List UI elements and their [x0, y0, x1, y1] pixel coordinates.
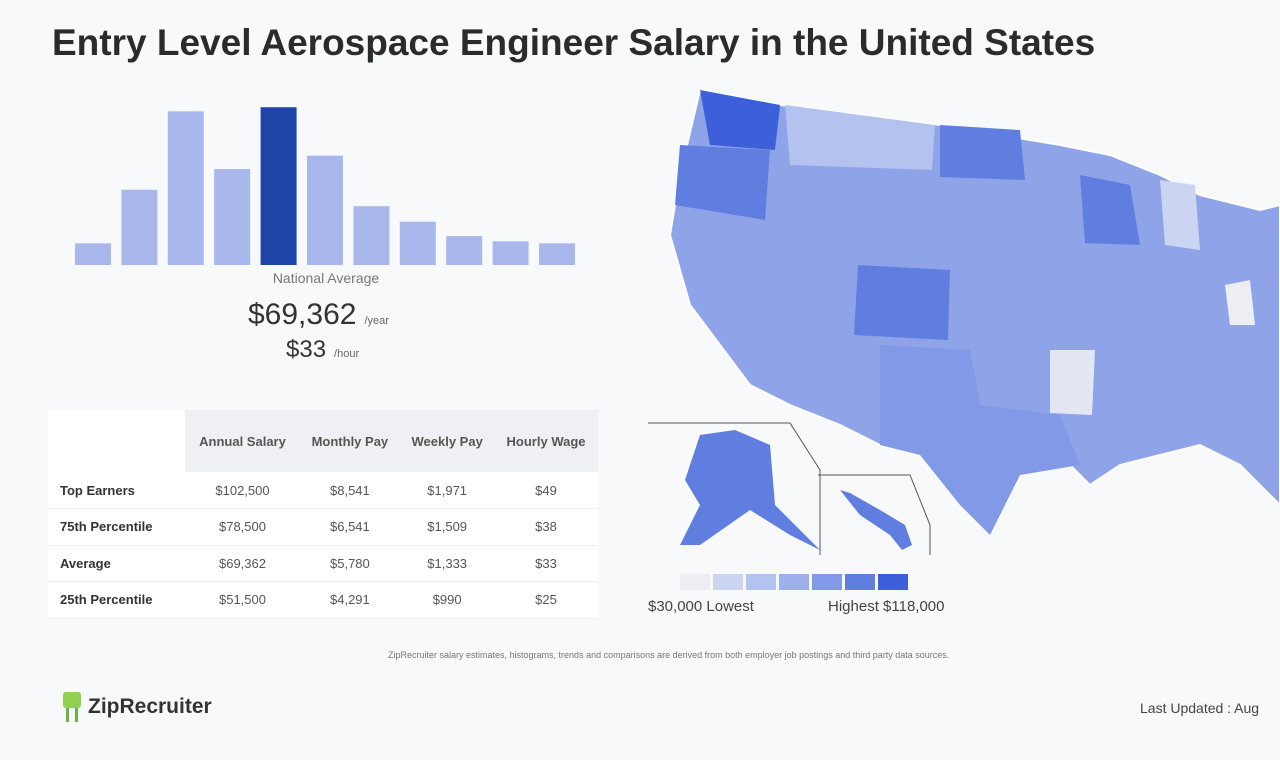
histogram-bar [307, 155, 343, 265]
histogram-bar [121, 189, 158, 265]
page-title: Entry Level Aerospace Engineer Salary in… [52, 22, 1096, 63]
table-row: 75th Percentile $78,500 $6,541 $1,509 $38 [48, 508, 598, 546]
legend-swatch [779, 574, 809, 590]
histogram-bar [492, 241, 529, 265]
header-monthly: Monthly Pay [299, 410, 401, 472]
header-hourly: Hourly Wage [494, 410, 598, 472]
table-cell: $78,500 [185, 508, 300, 546]
table-cell: $69,362 [185, 545, 300, 582]
logo-text: ZipRecruiter [88, 695, 212, 718]
state-hawaii [840, 490, 912, 550]
header-annual: Annual Salary [185, 410, 300, 472]
histogram-bar [167, 111, 204, 265]
table-cell: $38 [494, 508, 598, 546]
table-row: Top Earners $102,500 $8,541 $1,971 $49 [48, 472, 598, 509]
state-michigan [1160, 180, 1200, 250]
table-cell: $1,509 [400, 508, 495, 546]
row-label: 75th Percentile [48, 508, 186, 546]
state-west-virginia [1225, 280, 1255, 325]
state-wisconsin [1080, 175, 1140, 245]
state-colorado [854, 265, 950, 340]
state-montana [785, 105, 935, 170]
legend-swatch [845, 574, 875, 590]
chair-icon [63, 692, 81, 722]
legend-swatch [812, 574, 842, 590]
histogram-bar [539, 243, 575, 265]
legend-swatch [680, 574, 710, 590]
table-cell: $990 [400, 581, 495, 619]
ziprecruiter-logo[interactable]: ZipRecruiter [60, 690, 212, 724]
table-cell: $51,500 [185, 581, 300, 619]
histogram-bar [214, 169, 251, 265]
legend-swatch [878, 574, 908, 590]
table-cell: $5,780 [299, 545, 401, 582]
year-unit: /year [364, 315, 389, 327]
national-average-label: National Average [272, 270, 380, 286]
state-alaska [680, 430, 820, 550]
average-hourly: $33/hour [286, 336, 359, 364]
table-cell: $49 [494, 472, 598, 509]
histogram-bar [353, 206, 390, 265]
table-cell: $8,541 [299, 472, 401, 509]
row-label: Average [48, 545, 186, 582]
header-blank [48, 410, 186, 472]
hour-unit: /hour [334, 348, 360, 360]
histogram-bar [260, 107, 297, 265]
state-north-dakota [940, 125, 1025, 180]
table-cell: $25 [494, 581, 598, 619]
header-weekly: Weekly Pay [400, 410, 495, 472]
table-cell: $1,971 [400, 472, 495, 509]
histogram-bar [446, 236, 483, 265]
salary-table: Annual Salary Monthly Pay Weekly Pay Hou… [48, 410, 598, 619]
state-oregon [675, 145, 770, 220]
table-row: Average $69,362 $5,780 $1,333 $33 [48, 545, 598, 582]
row-label: 25th Percentile [48, 581, 186, 619]
legend-swatch [713, 574, 743, 590]
legend-high-label: Highest $118,000 [828, 598, 945, 615]
disclaimer: ZipRecruiter salary estimates, histogram… [388, 650, 950, 660]
histogram-bar [75, 243, 111, 265]
table-cell: $6,541 [299, 508, 401, 546]
table-row: 25th Percentile $51,500 $4,291 $990 $25 [48, 581, 598, 619]
salary-histogram [75, 107, 575, 265]
average-yearly: $69,362/year [248, 298, 389, 332]
table-cell: $4,291 [299, 581, 401, 619]
state-washington [700, 90, 780, 150]
table-cell: $1,333 [400, 545, 495, 582]
last-updated: Last Updated : Aug [1140, 700, 1260, 716]
table-cell: $102,500 [185, 472, 300, 509]
state-arkansas [1050, 350, 1095, 415]
state-texas [880, 345, 1080, 535]
legend-low-label: $30,000 Lowest [648, 598, 754, 615]
histogram-bar [399, 221, 436, 265]
legend-swatch [746, 574, 776, 590]
alaska-inset-border [648, 422, 821, 555]
table-cell: $33 [494, 545, 598, 582]
us-salary-map [648, 88, 1280, 555]
row-label: Top Earners [48, 472, 186, 509]
average-hourly-value: $33 [286, 336, 327, 363]
map-legend [680, 574, 908, 590]
hawaii-inset-border [818, 474, 931, 555]
average-yearly-value: $69,362 [248, 298, 357, 331]
